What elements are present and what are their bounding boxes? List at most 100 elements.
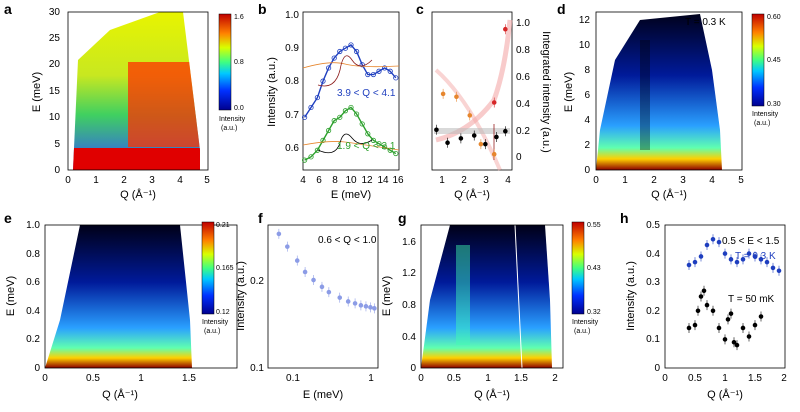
data-point <box>320 137 326 143</box>
colorbar-d <box>751 13 765 107</box>
tick-label: 4 <box>584 115 590 126</box>
panel-c: c 0 0.2 0.4 0.6 0.8 1.0 1 2 3 4 Q (Å⁻¹) … <box>416 1 552 201</box>
tick-label: 1 <box>138 373 144 384</box>
data-point <box>353 111 360 117</box>
x-ticks-c: 1 2 3 4 <box>439 175 511 186</box>
panel-label-f: f <box>258 210 263 226</box>
tick-label: 0.4 <box>402 332 416 343</box>
data-point <box>314 94 320 101</box>
tick-label: 4 <box>709 175 715 186</box>
heatmap-a-band <box>128 62 200 147</box>
cbar-unit-a: (a.u.) <box>221 125 237 132</box>
cbar-title-d: Intensity <box>752 111 779 118</box>
tick-label: 0.2 <box>646 306 660 317</box>
tick-label: 0.8 <box>26 249 40 260</box>
tick-label: 1 <box>93 175 99 186</box>
tick-label: 1.5 <box>748 373 762 384</box>
data-point <box>325 65 332 71</box>
tick-label: 10 <box>579 40 591 51</box>
y-ticks-b: 0.6 0.7 0.8 0.9 1.0 <box>285 10 299 154</box>
axes-frame-b <box>302 11 400 171</box>
y-axis-label-h: Intensity (a.u.) <box>625 261 637 331</box>
data-point <box>348 104 354 111</box>
tick-label: 0.2 <box>250 276 264 287</box>
panel-h: h 0.5 < E < 1.5 T = 0.3 K T = 50 mK 0 0.… <box>620 210 787 401</box>
tick-label: 8 <box>332 175 338 186</box>
tick-label: 0 <box>593 175 599 186</box>
x-ticks-d: 0 1 2 3 4 5 <box>593 175 744 186</box>
tick-label: 1.5 <box>182 373 196 384</box>
panel-label-g: g <box>398 210 407 226</box>
cbar-mid-g: 0.43 <box>587 265 601 272</box>
tick-label: 2 <box>651 175 657 186</box>
tick-label: 0.6 <box>285 143 299 154</box>
tick-label: 2 <box>461 175 467 186</box>
cbar-max-e: 0.21 <box>216 222 230 229</box>
data-point <box>387 68 393 74</box>
axes-frame-c <box>431 11 513 171</box>
axes-frame-d <box>595 11 743 171</box>
data-point <box>308 154 314 160</box>
tick-label: 0 <box>65 175 71 186</box>
tick-label: 0.6 <box>26 277 40 288</box>
data-point <box>337 48 343 55</box>
cbar-unit-d: (a.u.) <box>754 120 770 127</box>
x-axis-label-d: Q (Å⁻¹) <box>651 188 687 201</box>
axes-frame-e <box>44 224 238 369</box>
y-ticks-h: 0 0.1 0.2 0.3 0.4 0.5 <box>646 220 660 374</box>
tick-label: 30 <box>49 7 61 18</box>
tick-label: 4 <box>177 175 183 186</box>
axes-frame-g <box>420 224 564 369</box>
heatmap-g-band <box>456 245 470 345</box>
heatmap-d-dark <box>640 40 650 150</box>
x-ticks-b: 4 6 8 10 12 14 16 <box>300 175 404 186</box>
cbar-min-e: 0.12 <box>216 309 230 316</box>
data-point <box>342 108 348 114</box>
tick-label: 0 <box>662 373 668 384</box>
tick-label: 0.2 <box>516 126 530 137</box>
tick-label: 2 <box>781 373 787 384</box>
data-point <box>376 68 382 74</box>
guide-curve-pink-2 <box>434 68 502 171</box>
tick-label: 0 <box>584 165 590 176</box>
panel-f: f 0.6 < Q < 1.0 0.1 0.2 0.1 1 E (meV) In… <box>235 210 379 401</box>
data-point <box>308 104 314 111</box>
tick-label: 5 <box>204 175 210 186</box>
tick-label: 1 <box>722 373 728 384</box>
tick-label: 12 <box>361 175 373 186</box>
y-ticks-f: 0.1 0.2 <box>250 276 264 374</box>
tick-label: 0.7 <box>285 110 299 121</box>
x-axis-label-b: E (meV) <box>331 189 371 201</box>
tick-label: 15 <box>49 86 61 97</box>
y-ticks-e: 0 0.2 0.4 0.6 0.8 1.0 <box>26 220 40 374</box>
x-axis-label-e: Q (Å⁻¹) <box>102 388 138 401</box>
fit-component-green <box>317 133 373 154</box>
data-point <box>393 75 399 81</box>
data-point <box>331 55 337 61</box>
data-point <box>376 141 382 147</box>
cbar-mid-e: 0.165 <box>216 265 234 272</box>
y-axis-label-c: Integrated intensity (a.u.) <box>540 31 552 153</box>
tick-label: 1.0 <box>285 10 299 21</box>
tick-label: 6 <box>584 90 590 101</box>
tick-label: 0 <box>410 363 416 374</box>
tick-label: 0.4 <box>26 306 40 317</box>
tick-label: 0.8 <box>285 76 299 87</box>
x-axis-label-g: Q (Å⁻¹) <box>474 388 510 401</box>
tick-label: 0.1 <box>646 334 660 345</box>
annotation-blue-range: 3.9 < Q < 4.1 <box>337 88 396 99</box>
x-ticks-f: 0.1 1 <box>286 373 374 384</box>
axes-frame-a <box>67 11 209 171</box>
cbar-title-e: Intensity <box>202 319 229 326</box>
data-point <box>314 147 320 153</box>
tick-label: 0.2 <box>26 334 40 345</box>
data-point <box>370 71 376 78</box>
data-point <box>381 65 388 71</box>
tick-label: 5 <box>738 175 744 186</box>
panel-d: d T = 0.3 K 0 2 4 6 8 10 12 0 1 2 3 4 5 … <box>557 1 781 201</box>
panel-g: g 0 0.4 0.8 1.2 1.6 0 0.5 1 1.5 2 Q (Å⁻¹… <box>381 210 601 401</box>
annotation-temp-low: T = 50 mK <box>728 294 775 305</box>
x-ticks-a: 0 1 2 3 4 5 <box>65 175 210 186</box>
heatmap-d <box>596 14 722 170</box>
tick-label: 3 <box>483 175 489 186</box>
